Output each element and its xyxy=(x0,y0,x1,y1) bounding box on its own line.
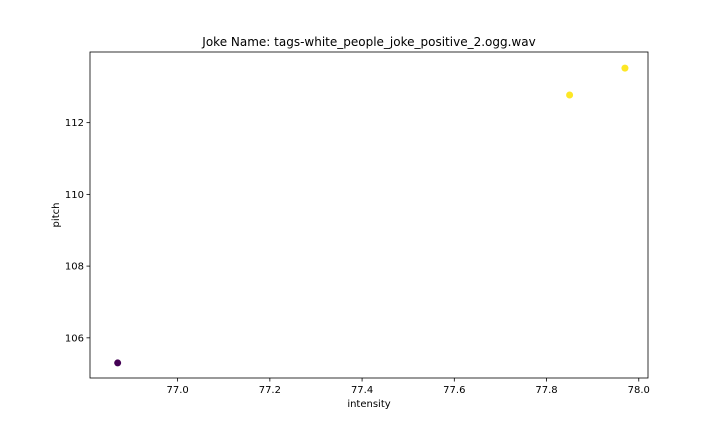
x-tick-label: 77.0 xyxy=(166,385,188,396)
data-point xyxy=(566,91,574,99)
x-axis-label: intensity xyxy=(347,399,390,410)
y-tick-label: 108 xyxy=(65,262,84,273)
y-tick-label: 112 xyxy=(65,118,84,129)
y-tick-label: 110 xyxy=(65,190,84,201)
plot-area: 77.0 77.2 77.4 77.6 77.8 78.0 106 108 110 112 xyxy=(65,51,650,396)
x-tick-label: 77.2 xyxy=(259,385,281,396)
axes-frame xyxy=(89,51,649,379)
y-axis-label: pitch xyxy=(51,203,62,228)
y-tick-label: 106 xyxy=(65,333,84,344)
x-tick-label: 78.0 xyxy=(628,385,650,396)
chart-title: Joke Name: tags-white_people_joke_positi… xyxy=(201,35,535,49)
data-point xyxy=(621,64,629,72)
x-tick-label: 77.8 xyxy=(535,385,557,396)
x-tick-label: 77.4 xyxy=(351,385,373,396)
data-point xyxy=(114,359,122,367)
x-tick-label: 77.6 xyxy=(443,385,465,396)
